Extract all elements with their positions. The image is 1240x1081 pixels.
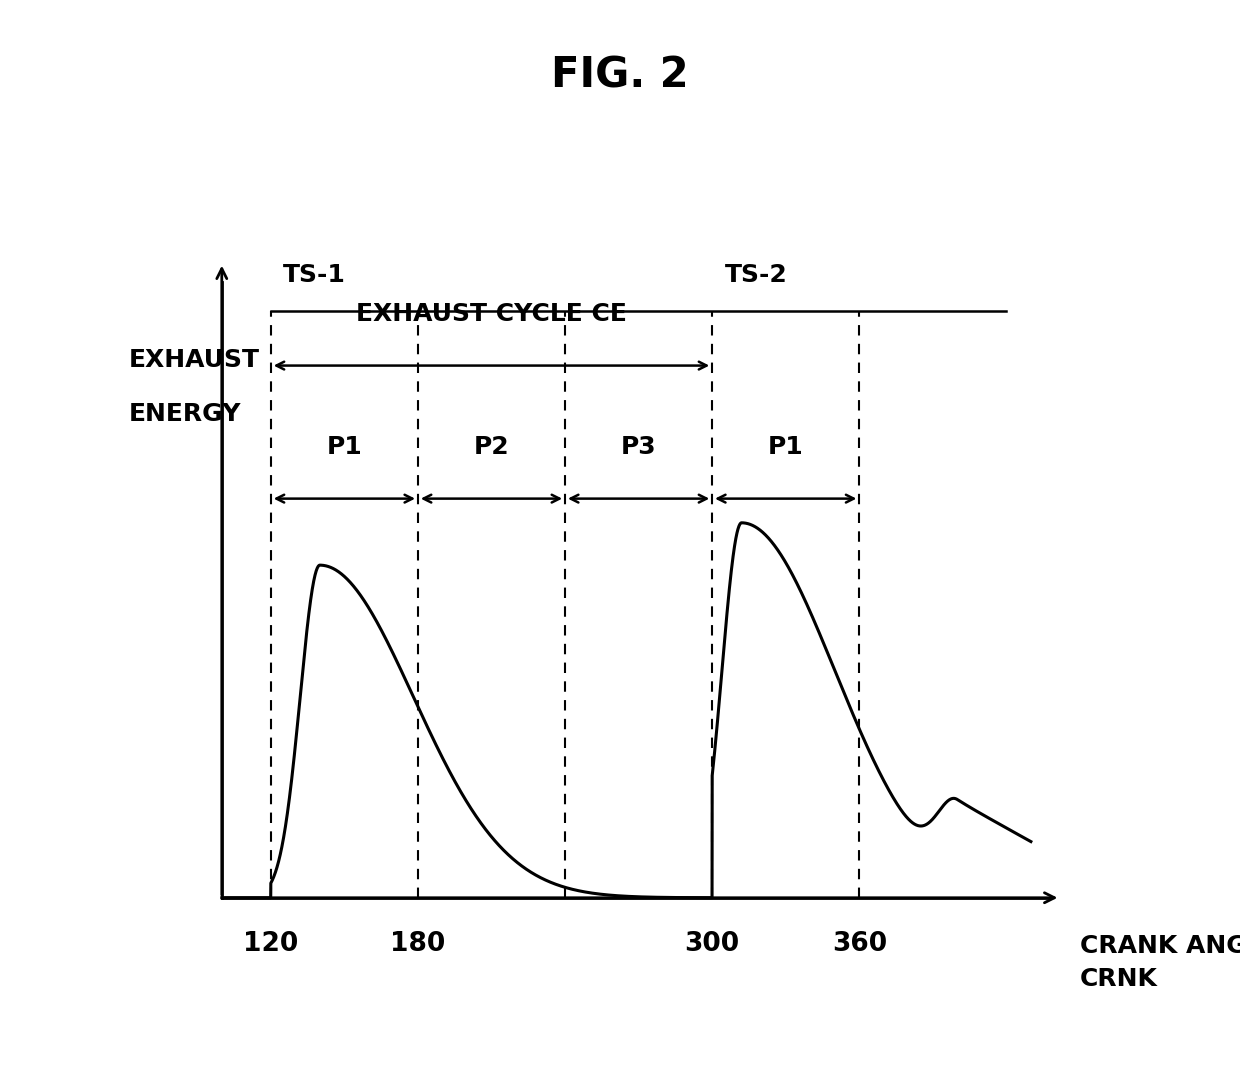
Text: 300: 300 xyxy=(684,931,740,957)
Text: P2: P2 xyxy=(474,436,510,459)
Text: P1: P1 xyxy=(326,436,362,459)
Text: CRNK: CRNK xyxy=(1080,967,1158,991)
Text: FIG. 2: FIG. 2 xyxy=(552,54,688,96)
Text: TS-1: TS-1 xyxy=(283,263,346,286)
Text: EXHAUST CYCLE CE: EXHAUST CYCLE CE xyxy=(356,303,627,326)
Text: TS-2: TS-2 xyxy=(724,263,787,286)
Text: P3: P3 xyxy=(621,436,656,459)
Text: 360: 360 xyxy=(832,931,887,957)
Text: 180: 180 xyxy=(391,931,445,957)
Text: CRANK ANGLE: CRANK ANGLE xyxy=(1080,934,1240,958)
Text: 120: 120 xyxy=(243,931,299,957)
Text: EXHAUST: EXHAUST xyxy=(129,348,259,372)
Text: ENERGY: ENERGY xyxy=(129,402,241,426)
Text: P1: P1 xyxy=(768,436,804,459)
